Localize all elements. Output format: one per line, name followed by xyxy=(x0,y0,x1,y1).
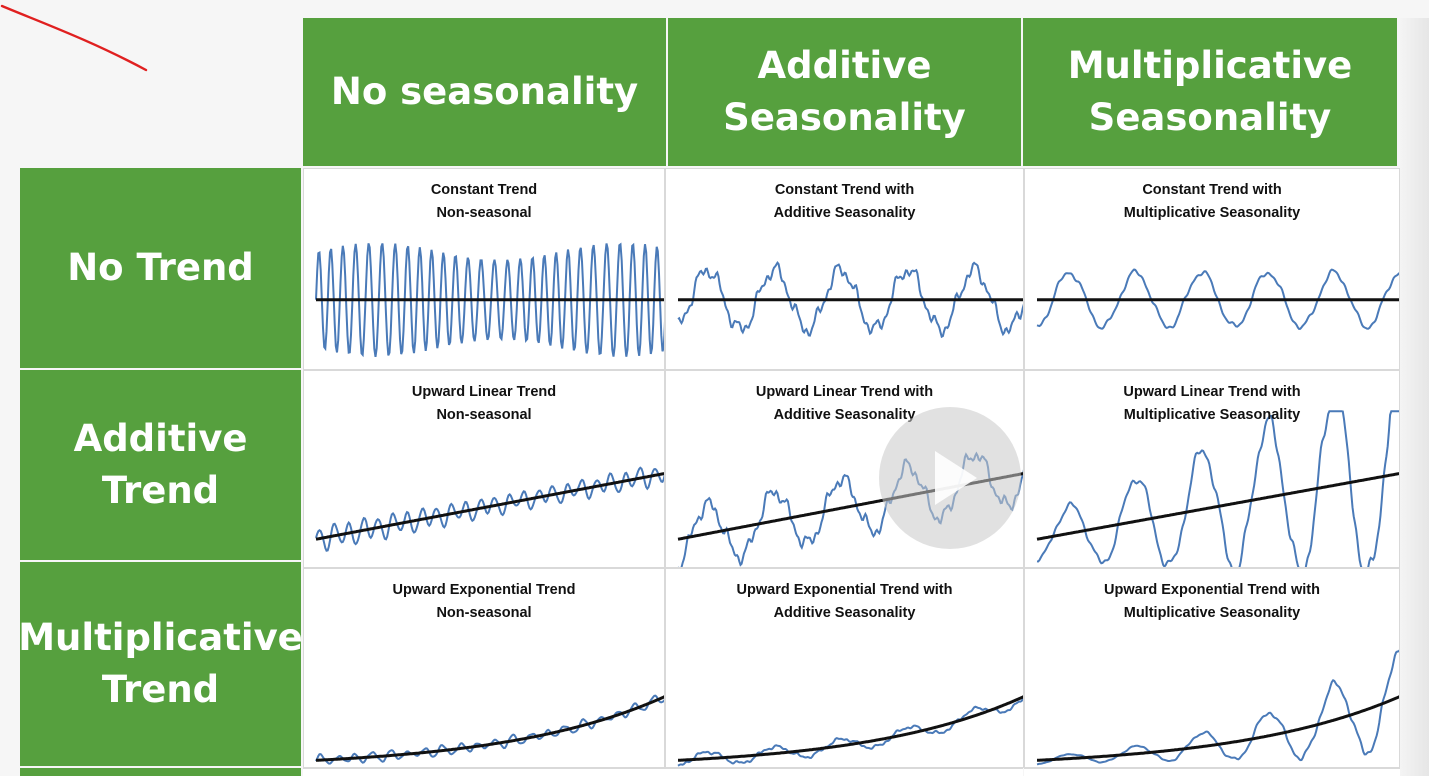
series-line xyxy=(315,694,664,765)
row-header-additive-trend: Additive Trend xyxy=(20,370,301,560)
chart-cell: Upward Exponential Trend with Additive S… xyxy=(665,568,1024,768)
row-header-multiplicative-trend: Multiplicative Trend xyxy=(18,562,303,766)
series-line xyxy=(1036,649,1399,766)
series-line xyxy=(677,260,1023,339)
series-line xyxy=(315,242,664,358)
next-row-cell-edge xyxy=(1024,768,1400,776)
chart-title: Constant Trend with Multiplicative Seaso… xyxy=(1123,182,1301,221)
chart-title: Upward Exponential Trend with Additive S… xyxy=(736,582,953,621)
chart-cell: Upward Exponential Trend with Multiplica… xyxy=(1024,568,1400,768)
series-plot xyxy=(315,466,664,552)
series-plot xyxy=(1036,268,1399,330)
row-header-no-trend: No Trend xyxy=(20,168,301,368)
series-line xyxy=(677,696,1023,767)
trend-line xyxy=(1037,695,1399,762)
trend-line xyxy=(315,472,664,541)
chart-title: Upward Linear Trend Non-seasonal xyxy=(411,384,557,423)
play-button[interactable] xyxy=(879,407,1021,549)
chart-cell: Constant Trend Non-seasonal xyxy=(303,168,665,370)
next-row-cell-edge xyxy=(665,768,1023,776)
trend-line xyxy=(678,695,1023,762)
next-row-cell-edge xyxy=(303,768,666,776)
series-plot xyxy=(315,242,664,358)
series-line xyxy=(315,466,664,552)
chart-title: Upward Exponential Trend Non-seasonal xyxy=(392,582,576,621)
chart-title: Constant Trend with Additive Seasonality xyxy=(773,182,916,221)
series-line xyxy=(1036,268,1399,330)
col-header-no-seasonality: No seasonality xyxy=(303,18,666,166)
chart-cell: Upward Linear Trend Non-seasonal xyxy=(303,370,665,568)
series-plot xyxy=(315,694,664,765)
chart-title: Constant Trend Non-seasonal xyxy=(430,182,538,221)
series-plot xyxy=(677,260,1023,339)
chart-cell: Constant Trend with Additive Seasonality xyxy=(665,168,1024,370)
chart-cell: Upward Exponential Trend Non-seasonal xyxy=(303,568,665,768)
chart-title: Upward Exponential Trend with Multiplica… xyxy=(1104,582,1320,621)
slide-edge xyxy=(1400,18,1429,776)
next-row-header-edge xyxy=(20,768,301,776)
series-plot xyxy=(1036,410,1399,567)
chart-cell: Upward Linear Trend with Multiplicative … xyxy=(1024,370,1400,568)
chart-cell: Constant Trend with Multiplicative Seaso… xyxy=(1024,168,1400,370)
chart-title: Upward Linear Trend with Multiplicative … xyxy=(1123,384,1301,423)
pen-annotation-stroke xyxy=(0,4,148,72)
col-header-additive-seasonality: Additive Seasonality xyxy=(668,18,1021,166)
col-header-multiplicative-seasonality: Multiplicative Seasonality xyxy=(1023,18,1397,166)
trend-line xyxy=(1036,472,1399,541)
play-icon xyxy=(935,451,977,505)
series-plot xyxy=(1036,649,1399,766)
series-line xyxy=(1036,410,1399,567)
chart-title: Upward Linear Trend with Additive Season… xyxy=(755,384,934,423)
series-plot xyxy=(677,695,1023,767)
trend-line xyxy=(316,695,664,762)
